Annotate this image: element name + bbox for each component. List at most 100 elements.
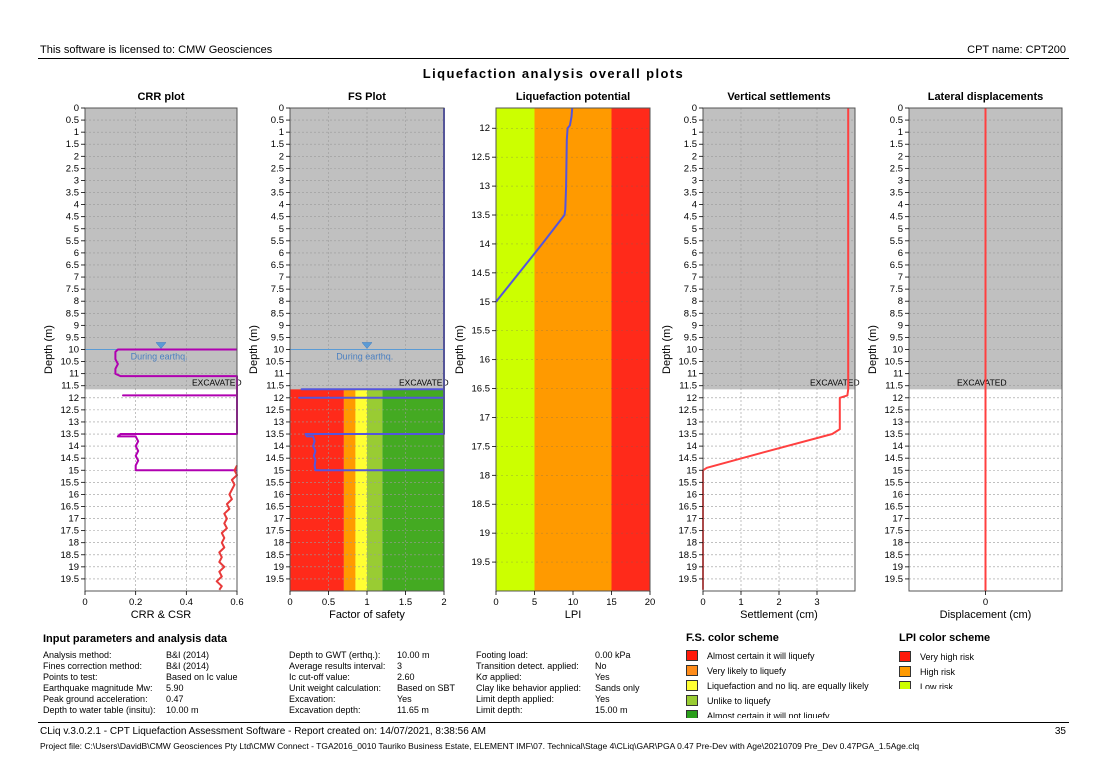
y-tick-label: 16.5 [266, 501, 285, 512]
legend-swatch [686, 680, 698, 691]
x-tick-label: 0 [82, 597, 87, 608]
y-tick-label: 10 [68, 345, 79, 356]
y-tick-label: 16 [273, 489, 284, 500]
series-line [215, 464, 238, 591]
fs-scheme-legend: Almost certain it will liquefy Very likel… [686, 648, 886, 718]
param-label: Excavation depth: [289, 705, 361, 715]
legend-swatch [686, 650, 698, 661]
y-tick-label: 3.5 [66, 188, 79, 199]
y-tick-label: 10.5 [885, 357, 904, 368]
y-tick-label: 4.5 [684, 212, 697, 223]
x-tick-label: 2 [441, 597, 446, 608]
y-tick-label: 18 [273, 538, 284, 549]
y-tick-label: 5 [279, 224, 284, 235]
y-tick-label: 4.5 [890, 212, 903, 223]
param-value: 0.47 [166, 694, 184, 704]
params-col3: Footing load: 0.00 kPa Transition detect. … [476, 650, 666, 716]
y-tick-label: 7.5 [66, 284, 79, 295]
x-tick-label: 0 [287, 597, 292, 608]
y-tick-label: 17 [68, 514, 79, 525]
y-tick-label: 8.5 [890, 308, 903, 319]
y-tick-label: 12.5 [266, 405, 285, 416]
legend-swatch [899, 681, 911, 689]
params-col1: Analysis method: B&I (2014) Fines correcti… [43, 650, 258, 716]
y-tick-label: 17.5 [679, 526, 698, 537]
y-tick-label: 11.5 [61, 381, 79, 392]
y-tick-label: 15.5 [472, 326, 491, 337]
legend-label: Low risk [920, 681, 954, 690]
y-tick-label: 11.5 [266, 381, 284, 392]
legend-label: Very high risk [920, 651, 975, 662]
x-tick-label: 1.5 [399, 597, 412, 608]
param-value: Based on Ic value [166, 672, 238, 682]
param-label: Peak ground acceleration: [43, 694, 148, 704]
y-tick-label: 13 [68, 417, 79, 428]
water-table-label: During earthq. [131, 352, 188, 362]
y-tick-label: 19 [273, 562, 284, 573]
y-tick-label: 0.5 [684, 115, 697, 126]
y-tick-label: 13.5 [885, 429, 904, 440]
y-tick-label: 14 [479, 239, 490, 250]
param-label: Clay like behavior applied: [476, 683, 582, 693]
x-tick-label: 10 [568, 597, 579, 608]
param-label: Transition detect. applied: [476, 661, 579, 671]
y-tick-label: 5 [898, 224, 903, 235]
y-tick-label: 2.5 [66, 163, 79, 174]
x-tick-label: 0.6 [230, 597, 243, 608]
y-tick-label: 11.5 [679, 381, 697, 392]
y-tick-label: 18 [686, 538, 697, 549]
footer-text: CLiq v.3.0.2.1 - CPT Liquefaction Assess… [40, 726, 486, 737]
param-row: Excavation: Yes [289, 694, 464, 705]
y-tick-label: 12.5 [61, 405, 80, 416]
y-tick-label: 17.5 [266, 526, 285, 537]
param-label: Unit weight calculation: [289, 683, 382, 693]
y-tick-label: 6 [898, 248, 903, 259]
y-tick-label: 7.5 [271, 284, 284, 295]
param-value: 10.00 m [166, 705, 199, 715]
x-tick-label: 0.4 [180, 597, 193, 608]
y-tick-label: 1.5 [890, 139, 903, 150]
y-tick-label: 1.5 [684, 139, 697, 150]
y-tick-label: 7 [74, 272, 79, 283]
y-tick-label: 2 [692, 151, 697, 162]
y-tick-label: 12 [273, 393, 284, 404]
legend-label: High risk [920, 666, 956, 677]
project-file-path: Project file: C:\Users\DavidB\CMW Geosci… [40, 741, 920, 751]
x-tick-label: 0.2 [129, 597, 142, 608]
param-row: Ic cut-off value: 2.60 [289, 672, 464, 683]
y-tick-label: 6.5 [66, 260, 79, 271]
y-tick-label: 4 [898, 200, 903, 211]
charts-area: CRR plot During earthq. EXCAVATED 0 0.5 1 1.5 2… [38, 86, 1078, 626]
legend-item: High risk [899, 664, 1049, 679]
param-row: Footing load: 0.00 kPa [476, 650, 666, 661]
y-tick-label: 6.5 [890, 260, 903, 271]
param-row: Limit depth applied: Yes [476, 694, 666, 705]
x-tick-label: 1 [364, 597, 369, 608]
param-label: Analysis method: [43, 650, 112, 660]
y-tick-label: 19.5 [266, 574, 285, 585]
x-tick-label: 1 [738, 597, 743, 608]
legend-swatch [686, 710, 698, 718]
y-tick-label: 13.5 [266, 429, 285, 440]
x-tick-label: 15 [606, 597, 617, 608]
y-tick-label: 13.5 [61, 429, 80, 440]
legend-item: Liquefaction and no liq. are equally lik… [686, 678, 886, 693]
chart-title: Lateral displacements [928, 91, 1044, 103]
cpt-name: CPT name: CPT200 [967, 44, 1066, 56]
param-row: Fines correction method: B&I (2014) [43, 661, 258, 672]
y-tick-label: 9.5 [684, 332, 697, 343]
footer-divider [38, 722, 1069, 723]
legend-swatch [899, 666, 911, 677]
y-axis-label: Depth (m) [867, 325, 879, 374]
y-tick-label: 14.5 [266, 453, 285, 464]
y-tick-label: 3 [898, 175, 903, 186]
x-axis-label: CRR & CSR [131, 609, 192, 621]
y-tick-label: 19.5 [61, 574, 80, 585]
param-value: 15.00 m [595, 705, 628, 715]
param-row: Average results interval: 3 [289, 661, 464, 672]
y-tick-label: 9 [898, 320, 903, 331]
y-tick-label: 19.5 [679, 574, 698, 585]
x-axis-label: Factor of safety [329, 609, 405, 621]
param-row: Unit weight calculation: Based on SBT [289, 683, 464, 694]
